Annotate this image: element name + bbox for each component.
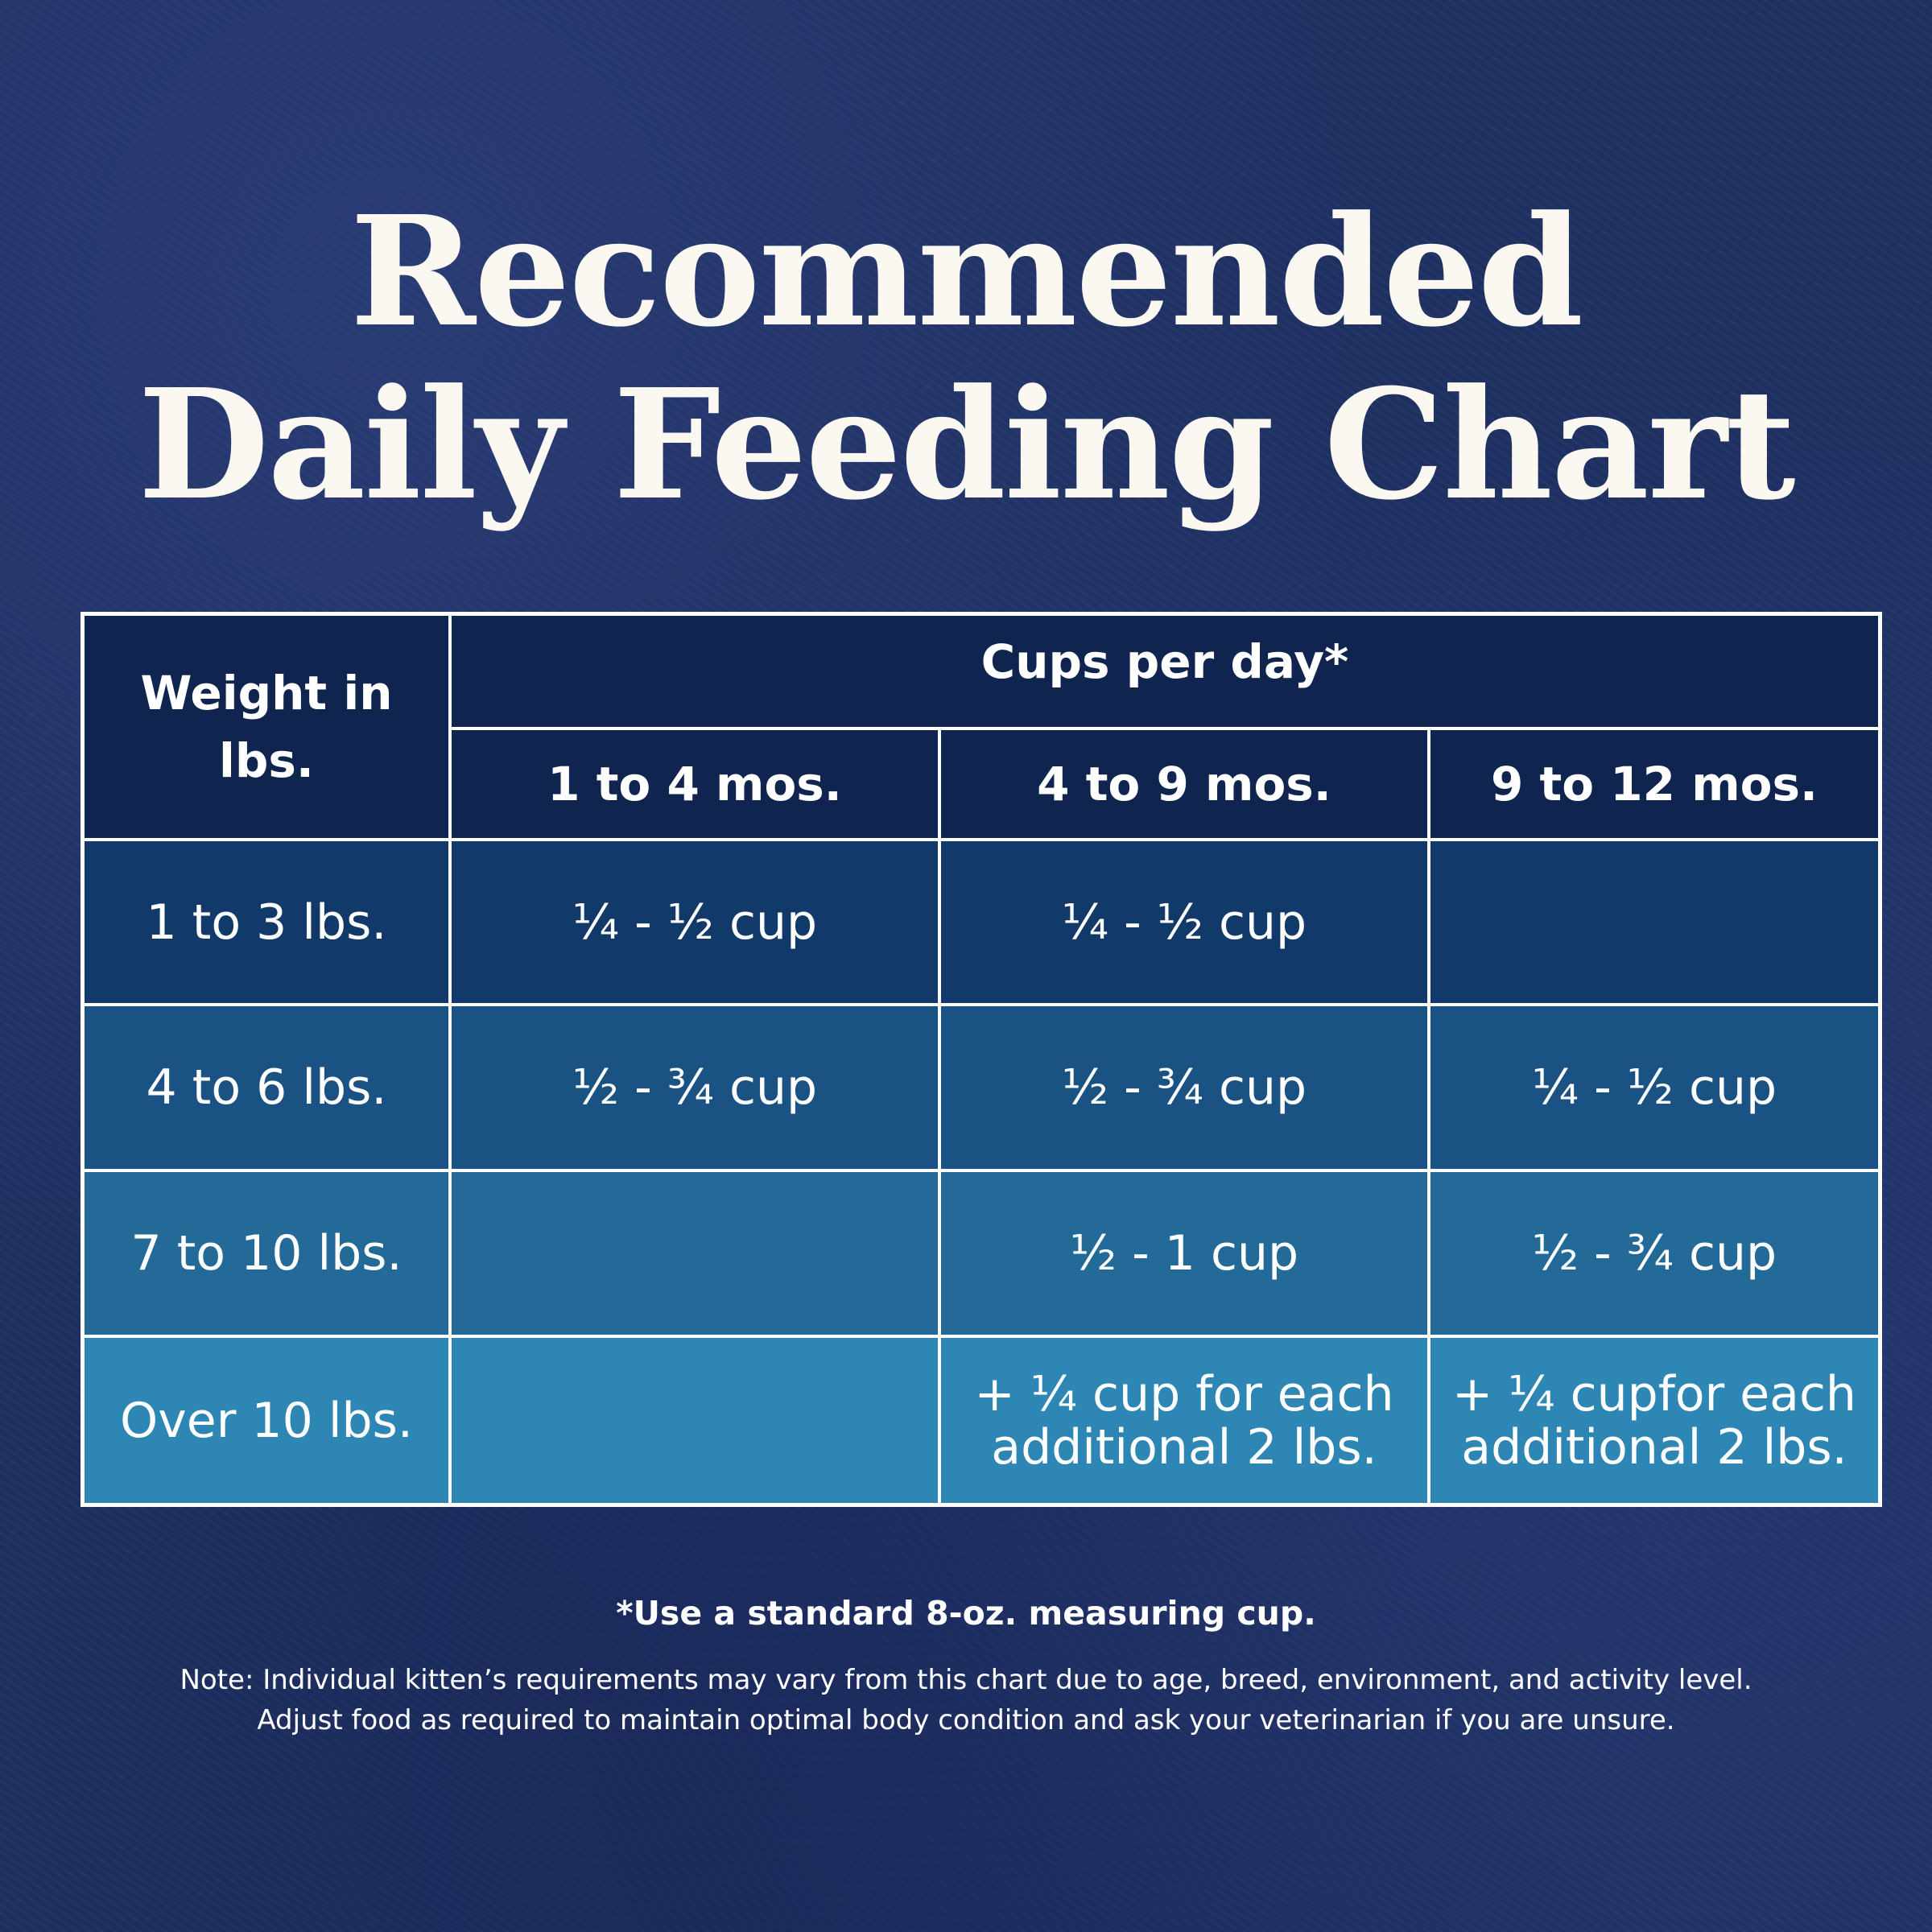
feeding-chart-table: Weight in lbs. Cups per day* 1 to 4 mos.…	[80, 612, 1882, 1507]
cups-cell	[452, 1172, 941, 1338]
title-line-1: Recommended	[349, 183, 1583, 361]
weight-cell: 4 to 6 lbs.	[85, 1006, 452, 1172]
cups-cell: ¼ - ½ cup	[1430, 1006, 1878, 1172]
weight-cell: 1 to 3 lbs.	[85, 841, 452, 1006]
weight-column-header: Weight in lbs.	[85, 616, 452, 841]
footnote: *Use a standard 8-oz. measuring cup.	[616, 1594, 1316, 1633]
cups-cell: ¼ - ½ cup	[452, 841, 941, 1006]
page-title: Recommended Daily Feeding Chart	[0, 185, 1932, 531]
cups-cell	[1430, 841, 1878, 1006]
cups-cell: ½ - ¾ cup	[941, 1006, 1430, 1172]
cups-cell: + ¼ cupfor each additional 2 lbs.	[1430, 1338, 1878, 1503]
disclaimer-note: Note: Individual kitten’s requirements m…	[0, 1660, 1932, 1740]
age-header-9-to-12: 9 to 12 mos.	[1430, 730, 1878, 841]
title-line-2: Daily Feeding Chart	[138, 356, 1795, 534]
cups-cell	[452, 1338, 941, 1503]
cups-cell: ¼ - ½ cup	[941, 841, 1430, 1006]
note-line-2: Adjust food as required to maintain opti…	[257, 1704, 1675, 1736]
age-header-4-to-9: 4 to 9 mos.	[941, 730, 1430, 841]
cups-per-day-header: Cups per day*	[452, 616, 1878, 730]
weight-cell: Over 10 lbs.	[85, 1338, 452, 1503]
cups-cell: ½ - 1 cup	[941, 1172, 1430, 1338]
note-line-1: Note: Individual kitten’s requirements m…	[180, 1664, 1752, 1696]
weight-cell: 7 to 10 lbs.	[85, 1172, 452, 1338]
age-header-1-to-4: 1 to 4 mos.	[452, 730, 941, 841]
cups-cell: + ¼ cup for each additional 2 lbs.	[941, 1338, 1430, 1503]
cups-cell: ½ - ¾ cup	[1430, 1172, 1878, 1338]
cups-cell: ½ - ¾ cup	[452, 1006, 941, 1172]
